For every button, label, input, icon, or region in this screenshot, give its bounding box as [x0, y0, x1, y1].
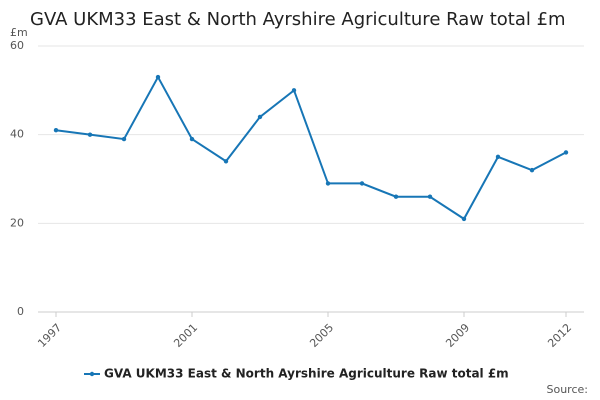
data-point [461, 216, 467, 222]
x-tick-label: 2012 [545, 321, 574, 350]
data-point [189, 136, 195, 142]
data-point [529, 167, 535, 173]
x-tick-label: 2009 [443, 321, 472, 350]
data-point [291, 88, 297, 93]
data-point [155, 74, 161, 80]
source: Source: [547, 383, 589, 396]
data-point [359, 181, 365, 186]
y-tick-label: 60 [10, 39, 24, 52]
data-point [495, 154, 501, 160]
data-point [121, 136, 127, 142]
y-tick-label: 0 [17, 305, 24, 318]
data-point [393, 194, 399, 199]
y-axis-label: £m [10, 26, 28, 39]
data-point [325, 181, 331, 186]
x-tick-label: 2001 [171, 321, 200, 350]
chart-title: GVA UKM33 East & North Ayrshire Agricult… [30, 9, 566, 30]
y-tick-label: 40 [10, 128, 24, 141]
data-point [563, 150, 569, 155]
data-point [223, 159, 229, 164]
x-tick-label: 1997 [35, 321, 64, 350]
data-line [55, 74, 567, 221]
data-point [53, 128, 59, 133]
data-point [257, 114, 263, 120]
y-tick-label: 20 [10, 216, 24, 229]
legend-swatch-dot [89, 371, 95, 377]
legend-label: GVA UKM33 East & North Ayrshire Agricult… [104, 367, 509, 381]
data-point [87, 132, 93, 137]
data-point [427, 194, 433, 199]
x-tick-label: 2005 [307, 321, 336, 350]
